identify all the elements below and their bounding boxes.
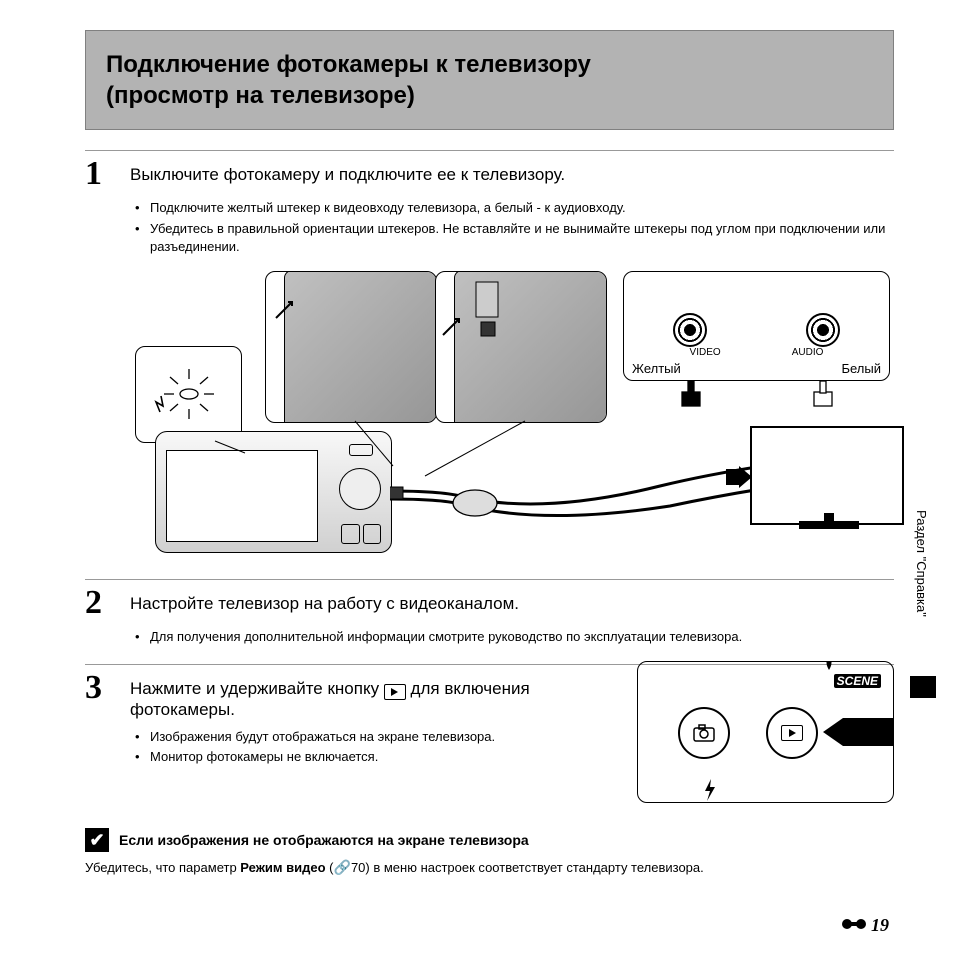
flash-indicator-callout [135, 346, 242, 443]
tv-icon [750, 426, 904, 525]
step-2-title: Настройте телевизор на работу с видеокан… [130, 586, 894, 614]
step-3-bullet: Изображения будут отображаться на экране… [135, 728, 617, 746]
arrow-right-icon [726, 466, 752, 493]
playback-mode-icon [781, 725, 803, 741]
audio-jack-icon [806, 313, 840, 347]
section-marker [910, 676, 936, 698]
video-jack-icon [673, 313, 707, 347]
note-title: Если изображения не отображаются на экра… [119, 832, 529, 848]
scene-label: SCENE [834, 674, 881, 688]
step-2-bullet: Для получения дополнительной информации … [135, 628, 894, 646]
section-tab: Раздел "Справка" [914, 510, 929, 617]
title-line-2: (просмотр на телевизоре) [106, 82, 415, 109]
yellow-label: Желтый [632, 361, 681, 376]
step-3: 3 Нажмите и удерживайте кнопку для включ… [85, 664, 894, 803]
step-1-bullets: Подключите желтый штекер к видеовходу те… [135, 199, 894, 256]
pointer-arrow-icon [823, 718, 893, 746]
reference-link-icon: 🔗 [334, 858, 351, 878]
step-2: 2 Настройте телевизор на работу с видеок… [85, 579, 894, 646]
note-body: Убедитесь, что параметр Режим видео (🔗70… [85, 858, 894, 878]
connection-diagram: VIDEO AUDIO Желтый Белый [125, 271, 894, 561]
step-2-number: 2 [85, 586, 115, 620]
step-2-bullets: Для получения дополнительной информации … [135, 628, 894, 646]
note-block: ✔ Если изображения не отображаются на эк… [85, 828, 894, 878]
video-label: VIDEO [690, 347, 721, 358]
camera-back-view [155, 431, 390, 551]
step-1-bullet: Подключите желтый штекер к видеовходу те… [135, 199, 894, 217]
title-line-1: Подключение фотокамеры к телевизору [106, 51, 591, 78]
step-1-title: Выключите фотокамеру и подключите ее к т… [130, 157, 894, 185]
flash-burst-icon [154, 364, 224, 424]
rca-plugs-icon [662, 379, 852, 409]
step-3-title: Нажмите и удерживайте кнопку для включен… [130, 671, 617, 720]
step-3-number: 3 [85, 671, 115, 705]
page-number: 19 [841, 915, 889, 936]
macro-symbol-icon [820, 661, 838, 677]
note-check-icon: ✔ [85, 828, 109, 852]
port-detail-open [435, 271, 607, 423]
page-ref-icon [841, 915, 867, 936]
audio-label: AUDIO [792, 347, 824, 358]
playback-button-detail: SCENE [637, 661, 894, 803]
camera-mode-icon [693, 724, 715, 742]
step-1-bullet: Убедитесь в правильной ориентации штекер… [135, 220, 894, 256]
tv-input-jacks: VIDEO AUDIO Желтый Белый [623, 271, 890, 381]
step-3-bullet: Монитор фотокамеры не включается. [135, 748, 617, 766]
white-label: Белый [841, 361, 881, 376]
title-bar: Подключение фотокамеры к телевизору (про… [85, 30, 894, 130]
port-detail-closed [265, 271, 437, 423]
flash-symbol-icon [703, 779, 717, 803]
step-1-number: 1 [85, 157, 115, 191]
playback-button-icon [384, 684, 406, 700]
step-1: 1 Выключите фотокамеру и подключите ее к… [85, 150, 894, 561]
tv-stand-icon [799, 521, 859, 529]
page-title: Подключение фотокамеры к телевизору (про… [106, 49, 873, 111]
step-3-bullets: Изображения будут отображаться на экране… [135, 728, 617, 766]
